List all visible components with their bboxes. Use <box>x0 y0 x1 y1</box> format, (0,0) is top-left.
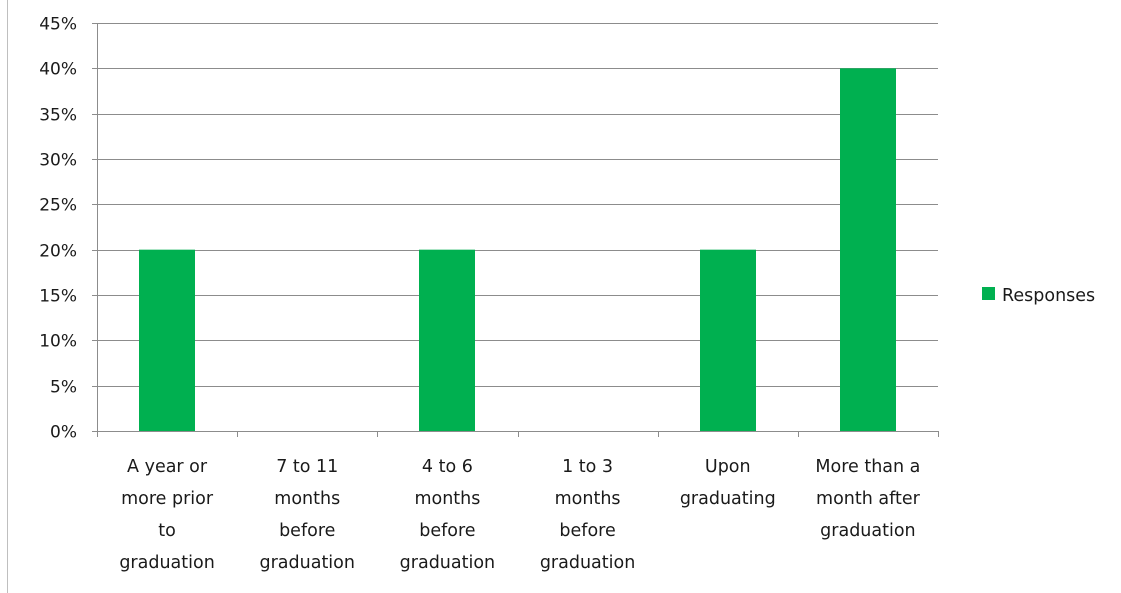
y-tick-label: 40% <box>39 60 77 80</box>
y-tick-label: 20% <box>39 242 77 262</box>
x-tick-label: graduation <box>260 553 355 573</box>
x-tick-label: 7 to 11 <box>276 457 338 477</box>
y-tick-label: 0% <box>50 423 77 443</box>
x-tick-label: A year or <box>127 457 208 477</box>
x-tick-label: month after <box>816 489 921 509</box>
bar <box>840 68 896 431</box>
bar <box>419 249 475 431</box>
y-tick-label: 35% <box>39 106 77 126</box>
x-axis-category-labels: A year or more prior to graduation 7 to 11 mo… <box>119 457 920 573</box>
x-axis <box>97 23 939 437</box>
x-tick-label: graduating <box>680 489 776 509</box>
x-tick-label: months <box>274 489 340 509</box>
y-tick-label: 30% <box>39 151 77 171</box>
x-tick-label: More than a <box>815 457 920 477</box>
gridlines <box>92 23 938 432</box>
legend-label: Responses <box>1002 286 1095 306</box>
y-tick-label: 45% <box>39 15 77 35</box>
x-tick-label: months <box>414 489 480 509</box>
legend: Responses <box>982 286 1095 306</box>
x-tick-label: more prior <box>121 489 214 509</box>
bar <box>700 249 756 431</box>
x-tick-label: to <box>158 521 176 541</box>
x-tick-label: graduation <box>540 553 635 573</box>
x-tick-label: before <box>419 521 475 541</box>
x-tick-label: before <box>559 521 615 541</box>
x-tick-label: months <box>555 489 621 509</box>
bars <box>139 68 896 431</box>
x-tick-label: 4 to 6 <box>422 457 473 477</box>
y-tick-label: 25% <box>39 196 77 216</box>
legend-swatch <box>982 287 995 300</box>
x-tick-label: Upon <box>705 457 751 477</box>
x-tick-label: graduation <box>400 553 495 573</box>
bar <box>139 249 195 431</box>
x-tick-label: 1 to 3 <box>562 457 613 477</box>
y-tick-label: 5% <box>50 378 77 398</box>
x-tick-label: graduation <box>119 553 214 573</box>
x-tick-label: before <box>279 521 335 541</box>
y-axis-tick-labels: 0% 5% 10% 15% 20% 25% 30% 35% 40% 45% <box>39 15 77 443</box>
x-tick-label: graduation <box>820 521 915 541</box>
y-tick-label: 10% <box>39 332 77 352</box>
y-tick-label: 15% <box>39 287 77 307</box>
